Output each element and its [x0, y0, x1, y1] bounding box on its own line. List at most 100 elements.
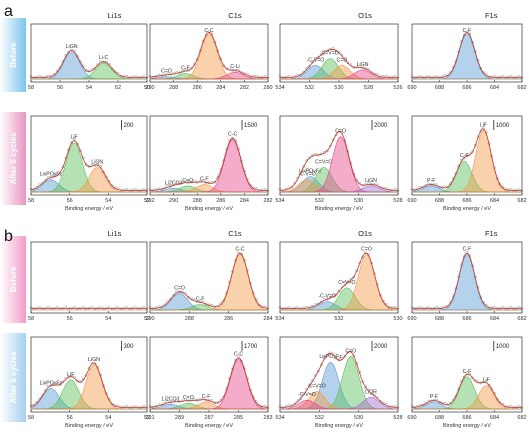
x-tick-label: 291 [145, 415, 154, 421]
x-tick-label: 282 [240, 85, 249, 91]
x-tick-label: 534 [275, 85, 284, 91]
raw-data-point [498, 400, 502, 404]
raw-data-point [316, 369, 320, 373]
element-title: O1s [358, 11, 372, 20]
x-tick-label: 282 [263, 198, 272, 204]
element-title: Li1s [108, 11, 122, 20]
peak-label: -C-V=O [298, 392, 316, 398]
raw-data-point [70, 48, 73, 52]
raw-data-point [148, 404, 152, 408]
raw-data-point [113, 70, 117, 73]
x-tick-label: 530 [354, 415, 363, 421]
panel-a-top-O1s: O1s 534 532 530 528 526 -C-V=OC=V=OC=O LiGN [275, 11, 402, 91]
raw-data-point [432, 398, 436, 402]
raw-data-point [449, 71, 452, 74]
raw-data-point [278, 405, 282, 408]
raw-data-point [302, 70, 305, 74]
element-title: C1s [228, 229, 242, 238]
raw-data-point [449, 401, 452, 405]
raw-data-point [471, 376, 474, 380]
peak-label: LiF [67, 372, 74, 378]
peak-label: C=O [361, 247, 372, 253]
panel-a-bottom-O1s: 534 532 530 528 Binding energy / eV 2000 LixPO… [275, 115, 403, 212]
raw-data-point [465, 30, 469, 34]
raw-data-point [76, 55, 79, 58]
peak-label: Li-C [99, 55, 109, 61]
element-title: Li1s [108, 229, 122, 238]
after-label: After 5 cycles [9, 351, 18, 404]
x-tick-label: 530 [354, 198, 363, 204]
x-tick-label: 285 [234, 415, 243, 421]
raw-data-point [462, 33, 466, 37]
x-tick-label: 690 [407, 198, 416, 204]
x-tick-label: 534 [275, 316, 284, 322]
element-title: O1s [358, 229, 372, 238]
raw-data-point [364, 385, 367, 389]
raw-data-point [204, 33, 208, 37]
x-tick-label: 684 [490, 85, 499, 91]
x-tick-label: 686 [462, 198, 471, 204]
fit-envelope [149, 357, 269, 408]
panel-b-top-Li1s: Li1s 58 56 54 52 [28, 229, 150, 322]
raw-data-point [471, 150, 474, 154]
fit-envelope [30, 140, 147, 191]
panel-b-bottom-C1s: 291 289 287 285 283 Binding energy / eV 1700 Li… [145, 336, 273, 429]
panel-b-top-C1s: C1s 290 288 286 284 C=O C-F C-C [145, 229, 272, 322]
x-tick-label: 54 [105, 198, 111, 204]
element-title: F1s [485, 11, 498, 20]
raw-data-point [462, 156, 466, 160]
peak-label: C-C [235, 247, 244, 253]
x-tick-label: 288 [169, 85, 178, 91]
raw-data-point [325, 149, 329, 153]
x-axis-label: Binding energy / eV [315, 423, 363, 429]
x-tick-label: 532 [305, 85, 314, 91]
peak-label: LiGN [91, 159, 103, 165]
x-tick-label: 284 [216, 85, 225, 91]
peak-label: LiGN [365, 178, 377, 184]
raw-data-point [41, 394, 44, 397]
raw-data-point [352, 275, 356, 279]
x-axis-label: Binding energy / eV [443, 423, 491, 429]
raw-data-point [370, 71, 373, 74]
raw-data-point [410, 405, 414, 408]
x-tick-label: 530 [393, 316, 402, 322]
peak-label: C-Li [230, 64, 240, 70]
x-tick-label: 284 [263, 316, 272, 322]
scale-label: 300 [123, 344, 134, 350]
raw-data-point [334, 293, 338, 297]
peak-label: LixPOyFz [299, 169, 322, 175]
raw-data-point [169, 297, 172, 301]
x-tick-label: 688 [435, 415, 444, 421]
raw-data-point [222, 64, 226, 68]
fit-envelope [412, 31, 522, 78]
raw-data-point [343, 283, 347, 287]
x-tick-label: 686 [462, 85, 471, 91]
peak-label: C=O [337, 57, 348, 63]
x-tick-label: 56 [67, 316, 73, 322]
peak-label: LixPOyFz [40, 172, 63, 178]
peak-label: LiGN [88, 357, 100, 363]
raw-data-point [487, 383, 491, 387]
axes-frame [30, 23, 148, 83]
peak-label: P-F [427, 178, 435, 184]
peak-label: C-C [228, 132, 237, 138]
raw-data-point [449, 182, 452, 186]
scale-label: 1000 [496, 123, 510, 129]
x-tick-label: 690 [407, 85, 416, 91]
raw-data-point [110, 184, 114, 188]
x-tick-label: 686 [462, 415, 471, 421]
raw-data-point [337, 289, 341, 293]
raw-data-point [61, 380, 65, 384]
panel-b-top-F1s: F1s 690 688 686 684 682 C-F [407, 229, 526, 322]
x-tick-label: 58 [28, 85, 34, 91]
fit-envelope [412, 252, 522, 309]
x-axis-label: Binding energy / eV [65, 206, 113, 212]
x-tick-label: 530 [334, 85, 343, 91]
after-band [0, 112, 26, 205]
after-label: After 5 cycles [9, 132, 18, 185]
peak-label: Li2CO3 [162, 396, 180, 402]
panel-b-bottom-O1s: 534 532 530 528 Binding energy / eV 2000 LixPO… [275, 336, 403, 429]
peak-label: LiOR [365, 389, 377, 395]
x-tick-label: 684 [490, 198, 499, 204]
